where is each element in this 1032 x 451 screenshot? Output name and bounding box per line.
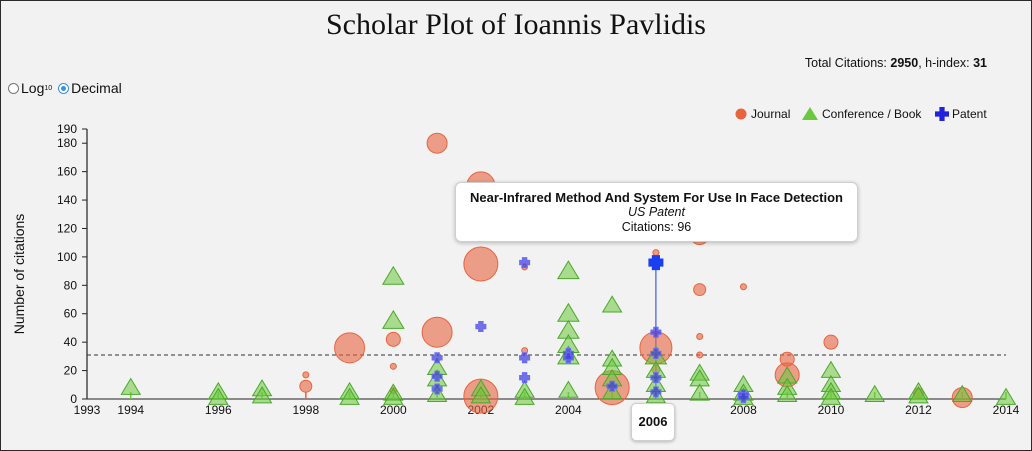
journal-point bbox=[739, 283, 747, 291]
tooltip-citations: Citations: 96 bbox=[621, 220, 692, 234]
journal-point bbox=[385, 331, 401, 347]
conference-point bbox=[514, 387, 535, 405]
x-tick-label: 2012 bbox=[905, 403, 932, 417]
total-citations-value: 2950 bbox=[890, 56, 919, 70]
citation-summary: Total Citations: 2950, h-index: 31 bbox=[805, 56, 987, 70]
conference-point bbox=[339, 387, 360, 405]
journal-point bbox=[389, 362, 397, 370]
tooltip-venue: US Patent bbox=[628, 205, 685, 219]
conference-point bbox=[556, 260, 580, 280]
x-tick-label: 1996 bbox=[205, 403, 232, 417]
conference-point bbox=[470, 386, 492, 404]
patent-point bbox=[519, 372, 531, 384]
patent-point bbox=[519, 257, 531, 269]
conference-point bbox=[558, 380, 579, 398]
conference-point bbox=[207, 387, 229, 405]
decimal-label: Decimal bbox=[71, 80, 122, 96]
patent-point bbox=[606, 380, 618, 392]
page-title: Scholar Plot of Ioannis Pavlidis bbox=[326, 8, 706, 41]
patent-point bbox=[737, 392, 749, 404]
x-tick-label: 1994 bbox=[117, 403, 144, 417]
x-tick-label: 2010 bbox=[818, 403, 845, 417]
legend-patent-label: Patent bbox=[952, 107, 987, 121]
y-tick-label: 120 bbox=[57, 221, 77, 235]
hover-year-label: 2006 bbox=[631, 403, 675, 441]
y-tick-label: 40 bbox=[64, 335, 78, 349]
legend-conference-label: Conference / Book bbox=[822, 107, 922, 121]
journal-point bbox=[652, 249, 660, 257]
patent-point bbox=[650, 326, 662, 338]
x-tick-label: 2008 bbox=[730, 403, 757, 417]
patent-point bbox=[650, 372, 662, 384]
patent-point bbox=[431, 352, 443, 364]
patent-point bbox=[431, 370, 443, 382]
journal-point bbox=[696, 332, 704, 340]
journal-point bbox=[696, 351, 704, 359]
legend-patent-marker bbox=[935, 107, 950, 121]
y-tick-label: 140 bbox=[57, 193, 77, 207]
legend-journal-marker bbox=[735, 108, 747, 120]
x-tick-label: 1998 bbox=[292, 403, 319, 417]
y-tick-label: 80 bbox=[64, 278, 78, 292]
conference-point bbox=[908, 386, 929, 404]
conference-point bbox=[601, 295, 623, 313]
x-tick-label: 2000 bbox=[380, 403, 407, 417]
x-tick-label: 2004 bbox=[555, 403, 582, 417]
conference-point bbox=[381, 309, 405, 329]
hover-tooltip: Near-Infrared Method And System For Use … bbox=[455, 182, 858, 242]
conference-point bbox=[381, 265, 405, 285]
log-label: Log bbox=[21, 80, 45, 96]
h-index-label: , h-index: bbox=[918, 56, 974, 70]
log-subscript: 10 bbox=[44, 84, 53, 92]
conference-point bbox=[383, 387, 404, 405]
journal-point bbox=[299, 379, 313, 393]
legend-journal-label: Journal bbox=[751, 107, 790, 121]
conference-point bbox=[995, 387, 1017, 405]
conference-point bbox=[951, 384, 973, 402]
journal-point bbox=[334, 332, 366, 364]
x-tick-label: 2014 bbox=[993, 403, 1020, 417]
y-tick-label: 0 bbox=[70, 392, 77, 406]
conference-point bbox=[689, 383, 710, 401]
journal-point bbox=[302, 371, 310, 379]
h-index-value: 31 bbox=[973, 56, 987, 70]
patent-point bbox=[519, 352, 531, 364]
decimal-scale-option[interactable]: Decimal bbox=[58, 80, 122, 96]
total-citations-label: Total Citations: bbox=[804, 56, 891, 70]
highlighted-patent-point bbox=[648, 255, 664, 271]
journal-point bbox=[693, 283, 707, 297]
legend-conference-marker bbox=[802, 107, 818, 120]
patent-point bbox=[431, 383, 443, 395]
conference-point bbox=[776, 384, 798, 402]
y-tick-label: 190 bbox=[57, 122, 77, 136]
y-tick-label: 20 bbox=[64, 364, 78, 378]
journal-point bbox=[421, 316, 453, 348]
log-radio[interactable] bbox=[8, 82, 19, 94]
patent-point bbox=[650, 386, 662, 398]
journal-point bbox=[823, 334, 839, 350]
patent-point bbox=[650, 348, 662, 360]
journal-point bbox=[463, 246, 499, 282]
patent-point bbox=[475, 321, 487, 333]
patent-point bbox=[562, 352, 574, 364]
log-scale-option[interactable]: Log 10 bbox=[8, 80, 52, 96]
y-axis-label: Number of citations bbox=[11, 214, 27, 335]
y-tick-label: 180 bbox=[57, 136, 77, 150]
conference-point bbox=[120, 377, 142, 395]
y-tick-label: 100 bbox=[57, 250, 77, 264]
x-tick-label: 1993 bbox=[74, 403, 101, 417]
journal-point bbox=[426, 132, 448, 154]
conference-point bbox=[864, 384, 886, 402]
y-tick-label: 160 bbox=[57, 165, 77, 179]
decimal-radio[interactable] bbox=[58, 82, 70, 94]
conference-point bbox=[556, 302, 580, 322]
conference-point bbox=[251, 386, 273, 404]
scale-toggle: Log 10 Decimal bbox=[8, 80, 126, 96]
conference-point bbox=[820, 387, 842, 405]
y-tick-label: 60 bbox=[64, 307, 78, 321]
tooltip-title: Near-Infrared Method And System For Use … bbox=[470, 190, 843, 205]
